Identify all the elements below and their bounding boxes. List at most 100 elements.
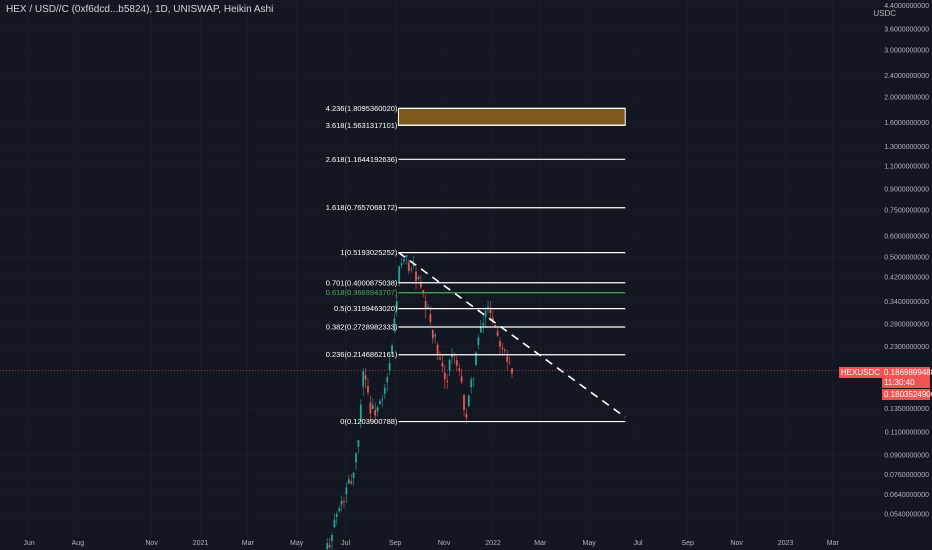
candle-body	[439, 357, 441, 360]
candle-body	[405, 255, 408, 258]
candle-body	[496, 331, 499, 336]
candle-body	[381, 399, 384, 401]
fib-level-label: 0.5(0.3199463020)	[334, 304, 398, 313]
price-axis-tick: 2.4000000000	[884, 73, 929, 80]
candle-body	[503, 349, 506, 352]
candle-body	[494, 324, 497, 328]
candle-body	[460, 376, 463, 382]
bar-countdown-tag: 11:30:40	[882, 377, 930, 388]
time-axis-tick: Jul	[341, 540, 350, 547]
candle-body	[470, 379, 473, 388]
dashed-trendline[interactable]	[397, 251, 626, 418]
price-axis-tick: 0.0760000000	[884, 472, 929, 479]
candle-body	[391, 345, 393, 355]
time-axis-tick: Aug	[72, 540, 85, 547]
candle-body	[355, 453, 357, 463]
time-axis-tick: Nov	[438, 540, 451, 547]
price-axis-tick: 3.6000000000	[884, 26, 929, 33]
candle-body	[357, 440, 360, 447]
candle-body	[328, 545, 331, 548]
grid-lines	[0, 0, 882, 538]
time-axis-tick: May	[290, 540, 304, 547]
fib-extension-tool[interactable]: 4.236(1.8095360020) 3.618(1.5631317101) 2.…	[326, 104, 626, 426]
secondary-price-tag: 0.1803524906	[882, 389, 932, 400]
candle-body	[347, 479, 350, 484]
price-axis-tick: 4.4000000000	[884, 3, 929, 10]
time-axis-tick: Jun	[23, 540, 34, 547]
time-axis[interactable]: Jun Aug Nov 2021 Mar May Jul Sep Nov 2022 Mar May Ju…	[23, 540, 839, 547]
candle-body	[441, 362, 444, 367]
candle-body	[376, 407, 379, 412]
candle-body	[451, 354, 453, 358]
fib-level-label: 0.236(0.2146862161)	[326, 350, 398, 359]
candle-body	[374, 410, 377, 416]
price-axis-tick: 0.0900000000	[884, 453, 929, 460]
time-axis-tick: May	[583, 540, 597, 547]
candle-body	[487, 306, 489, 309]
time-axis-tick: Nov	[145, 540, 158, 547]
candle-body	[412, 263, 415, 266]
candle-body	[364, 375, 367, 380]
trendline-tool[interactable]	[397, 251, 626, 418]
candle-body	[383, 387, 386, 394]
candle-body	[427, 306, 429, 308]
candle-body	[489, 309, 492, 314]
symbol-price-tag: HEXUSDC	[838, 367, 882, 378]
candle-body	[362, 371, 365, 387]
candle-body	[482, 323, 485, 326]
currency-unit-label: USDC	[873, 9, 896, 18]
candle-body	[335, 514, 338, 517]
candle-body	[371, 404, 374, 410]
candle-body	[393, 318, 396, 332]
candle-body	[436, 344, 439, 356]
price-axis-tick: 0.1350000000	[884, 406, 929, 413]
candle-body	[508, 362, 511, 364]
candle-body	[446, 380, 449, 382]
fib-level-label: 1.618(0.7657068172)	[326, 203, 398, 212]
fib-level-label: 0.618(0.3669943707)	[326, 288, 398, 297]
candle-body	[388, 363, 391, 370]
price-axis-tick: 0.6000000000	[884, 233, 929, 240]
candle-body	[395, 301, 398, 310]
time-axis-tick: Mar	[242, 540, 255, 547]
candle-body	[506, 356, 509, 362]
candle-body	[463, 395, 465, 410]
price-axis-tick: 0.2800000000	[884, 322, 929, 329]
candle-body	[477, 337, 480, 345]
symbol-legend: HEX / USD//C (0xf6dcd...b5824), 1D, UNIS…	[6, 4, 274, 15]
fib-level-label: 0.382(0.2728982333)	[326, 322, 398, 331]
price-axis-tick: 1.3000000000	[884, 144, 929, 151]
price-axis-tick: 0.0640000000	[884, 492, 929, 499]
price-axis-tick: 2.0000000000	[884, 94, 929, 101]
candle-body	[419, 282, 422, 288]
price-axis-tick: 3.0000000000	[884, 47, 929, 54]
price-axis-tick: 1.1000000000	[884, 163, 929, 170]
candles-layer	[326, 255, 513, 550]
price-axis-tick: 0.0540000000	[884, 512, 929, 519]
candle-body	[475, 352, 477, 365]
candle-body	[369, 402, 372, 414]
fib-level-label: 0(0.1203900788)	[340, 417, 398, 426]
candle-body	[410, 268, 413, 270]
time-axis-tick: 2023	[778, 540, 794, 547]
price-axis-tick: 1.6000000000	[884, 120, 929, 127]
fib-level-label: 2.618(1.1644192636)	[326, 155, 398, 164]
fib-level-label: 0.701(0.4000875038)	[326, 278, 398, 287]
candle-body	[407, 262, 410, 271]
candle-body	[467, 395, 470, 407]
price-axis-tick: 0.7500000000	[884, 208, 929, 215]
candle-body	[499, 341, 501, 347]
fib-target-zone[interactable]	[397, 107, 626, 126]
candle-body	[326, 543, 329, 549]
price-axis[interactable]: 4.4000000000 3.6000000000 3.0000000000 2.40…	[884, 3, 929, 519]
fib-level-label: 4.236(1.8095360020)	[326, 104, 398, 113]
candle-body	[345, 487, 348, 495]
candle-body	[386, 377, 389, 383]
candle-body	[340, 500, 343, 505]
candle-body	[415, 271, 417, 281]
candle-body	[422, 290, 425, 294]
time-axis-tick: Mar	[534, 540, 547, 547]
candle-body	[458, 368, 461, 372]
